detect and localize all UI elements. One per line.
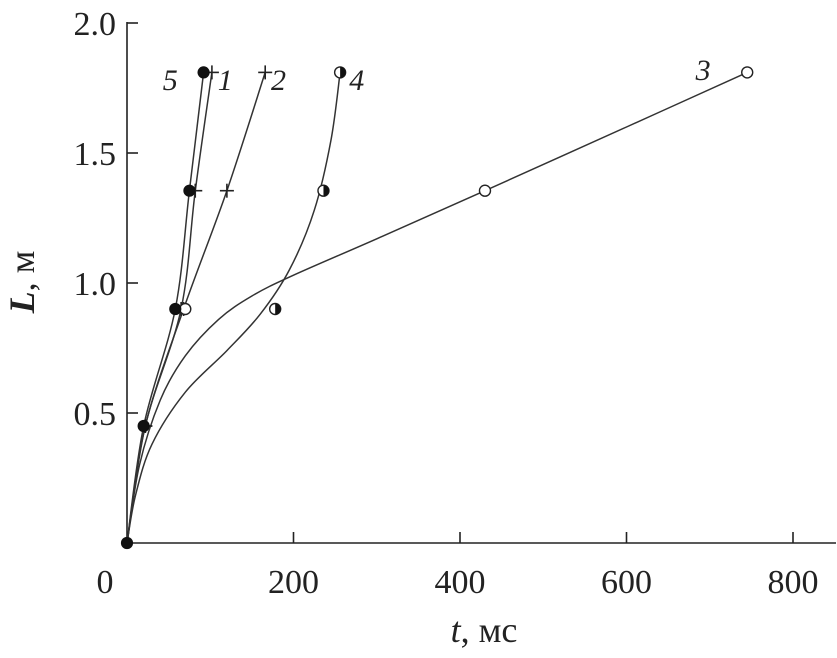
y-axis-unit: , м xyxy=(2,251,42,292)
x-tick-label: 600 xyxy=(601,564,652,601)
x-tick-label: 200 xyxy=(268,564,319,601)
series-5-point xyxy=(169,302,182,316)
series-3-point xyxy=(478,184,492,197)
y-tick-label: 1.0 xyxy=(74,266,117,303)
x-tick-label: 800 xyxy=(768,564,819,601)
y-axis-var: L xyxy=(2,291,42,314)
series-5-point xyxy=(197,66,210,79)
series-3-line xyxy=(126,71,748,544)
series-3-point xyxy=(741,66,754,79)
series-3-point xyxy=(179,302,192,316)
markers xyxy=(120,65,754,550)
y-axis-title: L, м xyxy=(2,251,42,315)
series-5-point xyxy=(183,184,196,197)
ticks: 0 200 400 600 800 0.5 1.0 1.5 2.0 xyxy=(74,6,819,601)
x-tick-label: 0 xyxy=(97,564,114,601)
series-2-line xyxy=(126,72,266,544)
series-4-point xyxy=(333,66,347,79)
series-4-line xyxy=(126,72,341,544)
series-label-3: 3 xyxy=(695,54,711,87)
series-4-point xyxy=(317,184,330,197)
x-tick-label: 400 xyxy=(435,564,486,601)
origin-point xyxy=(120,536,134,550)
series-label-2: 2 xyxy=(271,64,286,97)
x-axis-var: t xyxy=(451,610,462,650)
series-label-4: 4 xyxy=(349,64,364,97)
axes xyxy=(126,22,836,544)
series-5-point xyxy=(137,419,150,433)
series-2-point xyxy=(258,65,273,80)
y-tick-label: 1.5 xyxy=(74,136,117,173)
x-axis-unit: , мс xyxy=(461,610,518,650)
series-4-point xyxy=(268,302,282,316)
x-axis-title: t, мс xyxy=(451,610,518,650)
series-label-1: 1 xyxy=(218,64,233,97)
series-labels: 5 1 2 4 3 xyxy=(163,54,711,97)
series-2-point xyxy=(219,183,234,198)
y-tick-label: 2.0 xyxy=(74,6,117,43)
y-tick-label: 0.5 xyxy=(74,396,117,433)
series-label-5: 5 xyxy=(163,64,178,97)
curves xyxy=(126,71,748,544)
